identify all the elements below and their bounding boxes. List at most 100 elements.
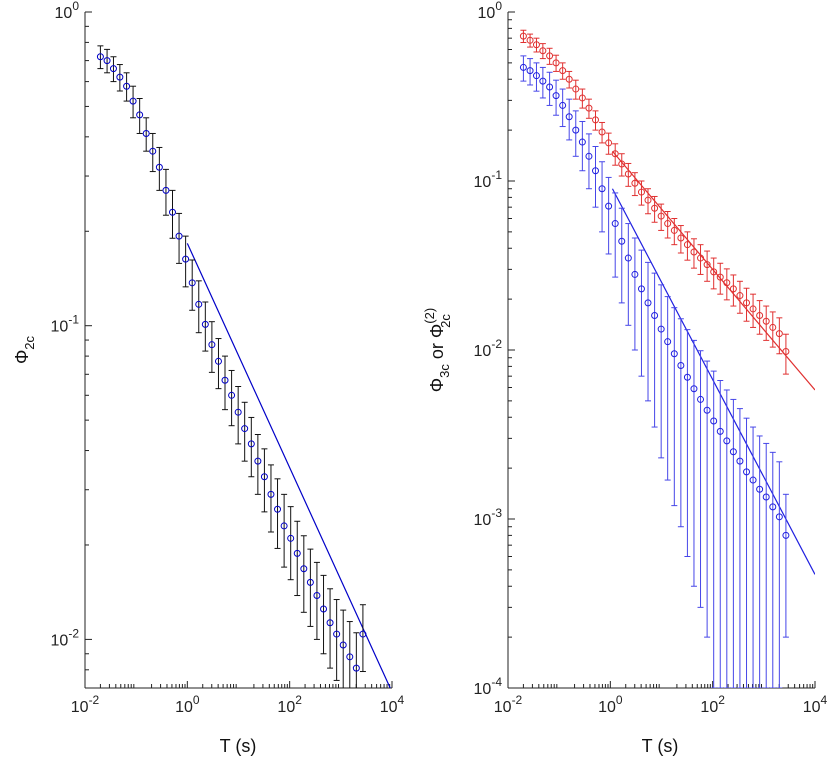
left-data-point [129, 97, 137, 105]
left-data-point [300, 565, 308, 573]
left-data-point [149, 147, 157, 155]
right-data-point [519, 32, 527, 40]
left-data-point [326, 619, 334, 627]
right-data-point [769, 503, 777, 511]
left-data-point [293, 549, 301, 557]
right-data-point [683, 241, 691, 249]
right-data-point [644, 196, 652, 204]
right-data-point [710, 417, 718, 425]
right-data-point [592, 116, 600, 124]
right-data-point [716, 273, 724, 281]
right-data-point [690, 385, 698, 393]
left-plot-area [96, 45, 391, 688]
left-x-tick-label: 100 [175, 693, 200, 716]
left-fit-line [186, 243, 391, 688]
left-y-tick-label: 10-2 [51, 626, 80, 649]
right-data-point [578, 138, 586, 146]
left-data-point [142, 129, 150, 137]
left-x-tick-label: 10-2 [71, 693, 100, 716]
right-data-point [749, 476, 757, 484]
left-x-tick-label: 104 [380, 693, 405, 716]
right-data-point [624, 254, 632, 262]
left-data-point [188, 279, 196, 287]
right-data-point [546, 52, 554, 60]
right-y-tick-label: 10-2 [474, 337, 503, 360]
right-y-label-main: Φ [427, 378, 447, 392]
left-data-point [267, 490, 275, 498]
right-data-point [703, 261, 711, 269]
right-data-point [598, 128, 606, 136]
right-data-point [670, 226, 678, 234]
left-data-point [175, 232, 183, 240]
left-data-point [280, 522, 288, 530]
left-data-point [182, 255, 190, 263]
left-y-label-main: Φ [12, 350, 32, 364]
right-data-point [775, 330, 783, 338]
left-data-point [260, 473, 268, 481]
right-data-point [769, 323, 777, 331]
right-data-point [716, 427, 724, 435]
right-data-point [743, 299, 751, 307]
left-data-point [169, 208, 177, 216]
right-data-point [631, 179, 639, 187]
right-data-point [559, 67, 567, 75]
left-data-point [359, 630, 367, 638]
right-data-point [539, 77, 547, 85]
left-data-point [352, 664, 360, 672]
left-data-point [201, 320, 209, 328]
right-data-point [624, 170, 632, 178]
right-data-point [618, 160, 626, 168]
right-data-point [697, 254, 705, 262]
right-data-point [743, 468, 751, 476]
right-x-axis-label: T (s) [642, 736, 679, 756]
svg-text:Φ3corΦ(2)2c: Φ3corΦ(2)2c [422, 308, 453, 392]
right-data-point [697, 395, 705, 403]
right-data-point [552, 59, 560, 67]
left-data-point [136, 111, 144, 119]
left-y-label-sub: 2c [22, 335, 37, 349]
right-data-point [539, 47, 547, 55]
right-data-point [710, 268, 718, 276]
right-data-point [572, 85, 580, 93]
left-data-point [155, 163, 163, 171]
right-data-point [762, 493, 770, 501]
right-y-tick-label: 10-1 [474, 168, 503, 191]
left-data-point [287, 534, 295, 542]
right-data-point [723, 437, 731, 445]
right-data-point [526, 67, 534, 75]
right-data-point [578, 94, 586, 102]
right-data-point [637, 188, 645, 196]
right-x-tick-label: 102 [700, 693, 725, 716]
left-data-point [214, 357, 222, 365]
left-data-point [103, 57, 111, 65]
right-data-point [729, 285, 737, 293]
left-x-axis-label: T (s) [220, 736, 257, 756]
left-data-point [333, 630, 341, 638]
left-x-tick-label: 102 [277, 693, 302, 716]
right-x-tick-label: 104 [803, 693, 828, 716]
right-y-label-sub1: 3c [437, 364, 452, 378]
right-y-tick-label: 100 [478, 0, 503, 22]
right-data-point [618, 237, 626, 245]
right-data-point [756, 485, 764, 493]
right-data-point [644, 299, 652, 307]
left-data-point [320, 605, 328, 613]
right-data-point [677, 234, 685, 242]
right-data-point [736, 292, 744, 300]
right-y-label-sup2: (2) [422, 308, 437, 324]
right-data-point [677, 361, 685, 369]
right-data-point [532, 41, 540, 49]
right-data-point [690, 248, 698, 256]
left-data-point [234, 408, 242, 416]
right-data-point [651, 312, 659, 320]
right-data-point [657, 325, 665, 333]
right-y-axis-label: Φ3corΦ(2)2c [422, 308, 453, 392]
right-data-point [585, 104, 593, 112]
left-data-point [208, 341, 216, 349]
left-data-point [221, 376, 229, 384]
left-data-point [346, 653, 354, 661]
left-data-point [123, 82, 131, 90]
right-plot-area [519, 29, 815, 688]
left-data-point [162, 186, 170, 194]
right-data-point [657, 212, 665, 220]
